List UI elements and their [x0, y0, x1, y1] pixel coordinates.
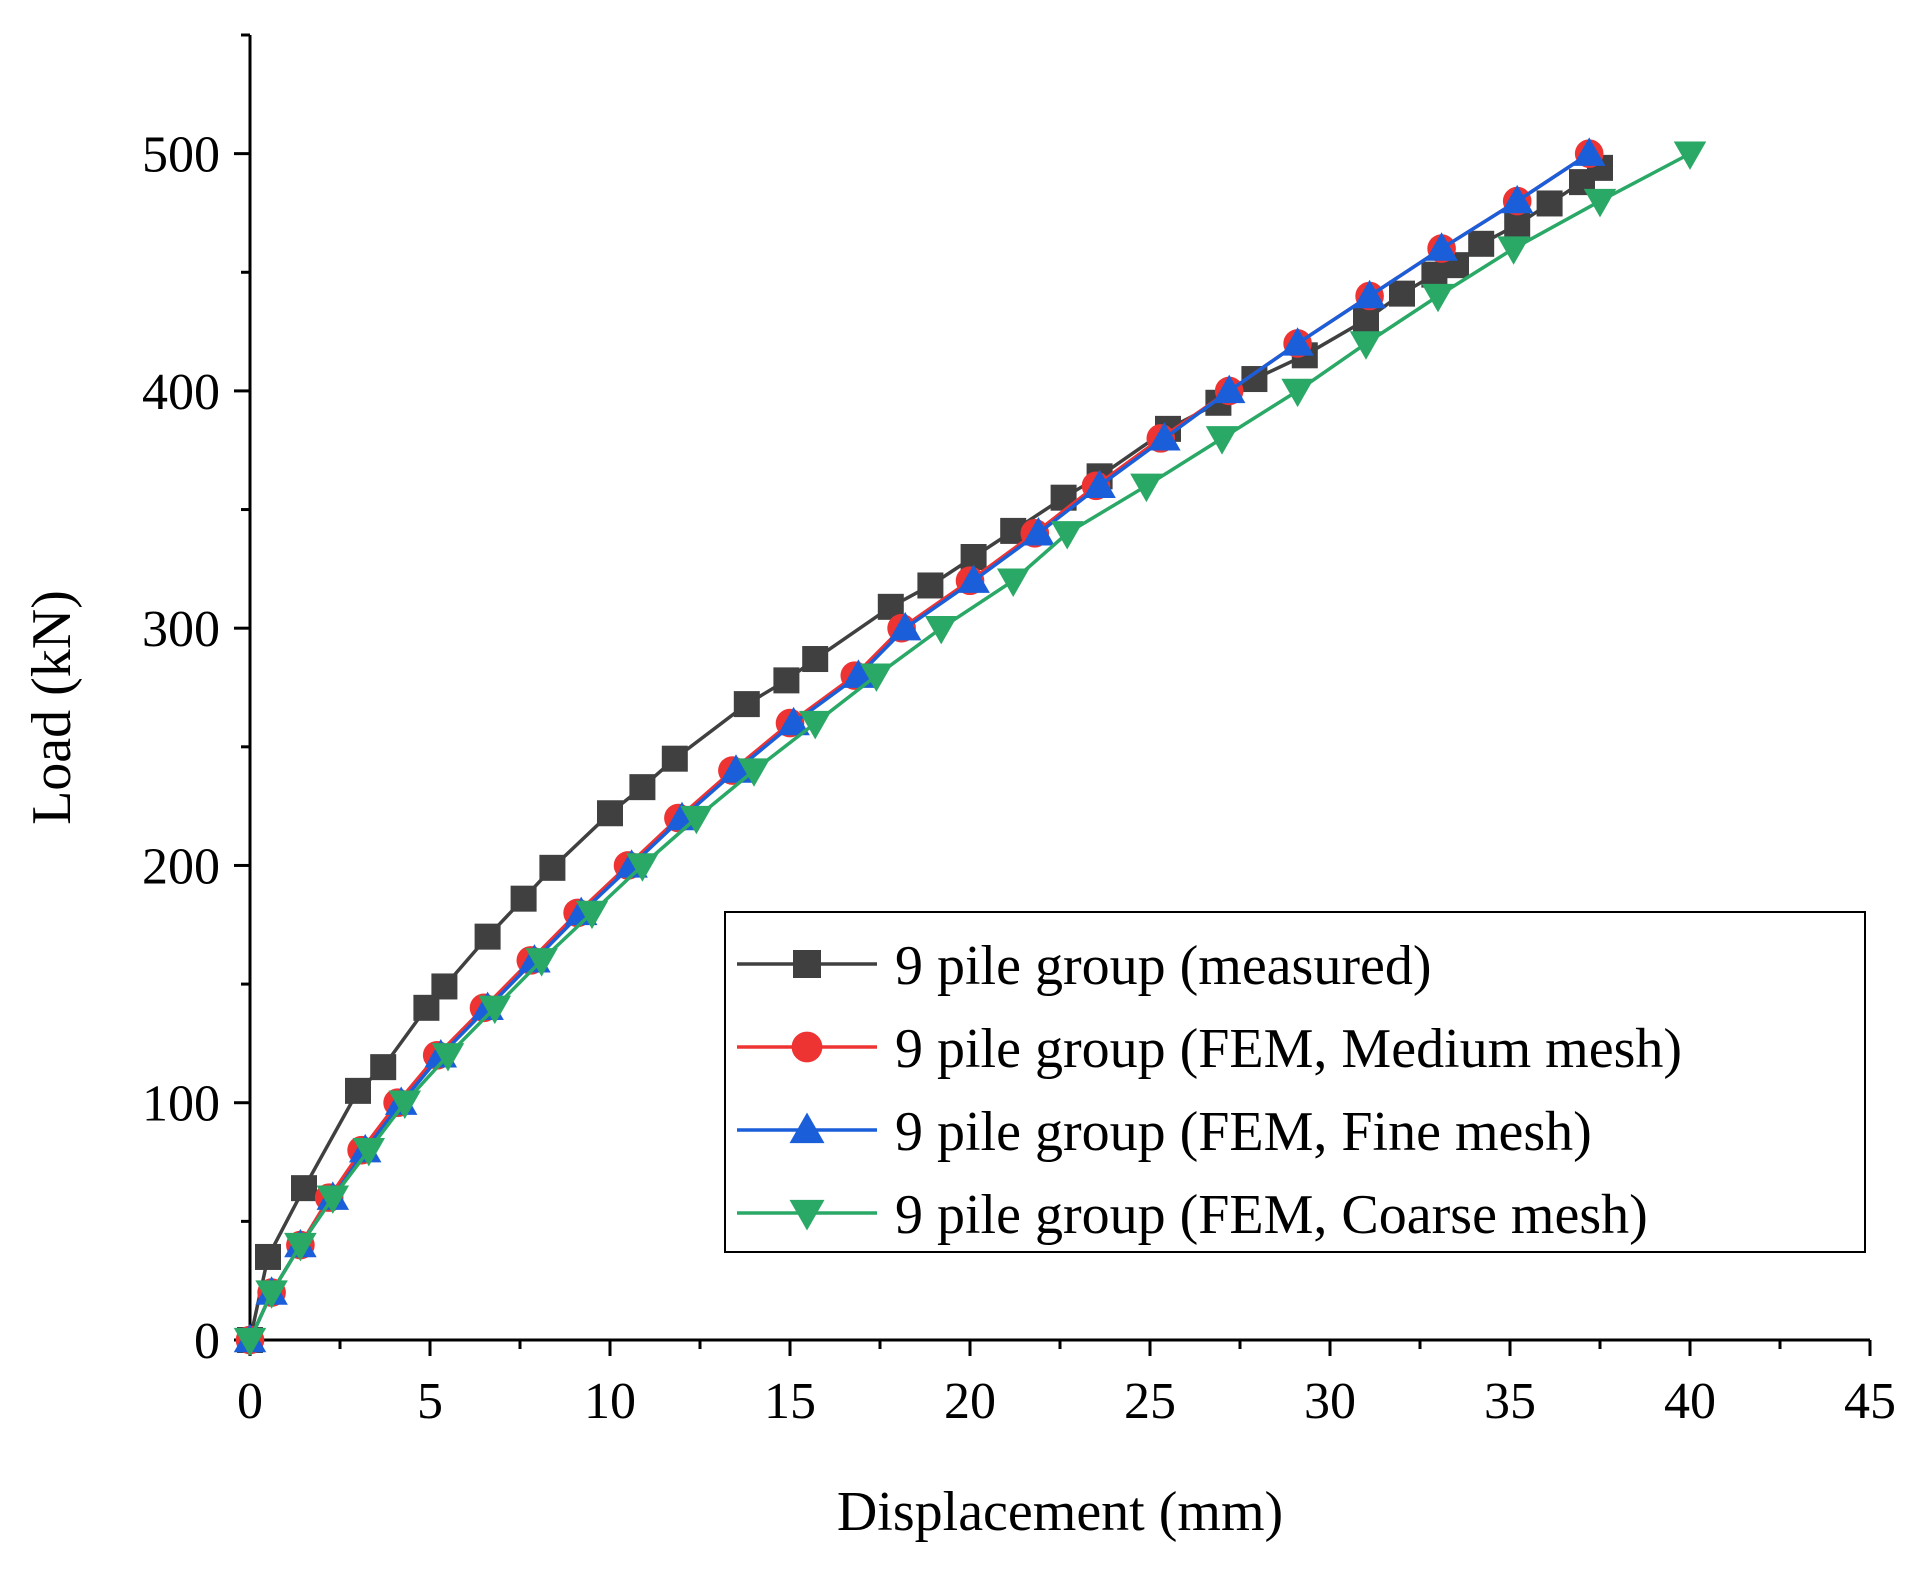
y-tick-label: 100	[142, 1076, 220, 1133]
legend-box	[724, 911, 1866, 1253]
legend-item: 9 pile group (FEM, Coarse mesh)	[737, 1184, 1648, 1246]
x-tick-label: 5	[417, 1373, 443, 1430]
y-tick-label: 300	[142, 601, 220, 658]
data-point	[996, 568, 1030, 597]
x-tick-label: 30	[1304, 1373, 1356, 1430]
data-point	[1500, 184, 1534, 214]
legend-label: 9 pile group (FEM, Fine mesh)	[895, 1101, 1592, 1163]
data-point	[1281, 378, 1314, 408]
data-point	[352, 1137, 386, 1167]
data-point	[957, 564, 990, 593]
data-point	[255, 1243, 281, 1270]
data-point	[431, 973, 458, 1000]
y-tick-label: 200	[142, 838, 220, 895]
data-point	[1673, 141, 1707, 170]
data-point	[575, 900, 609, 930]
data-point	[431, 1043, 465, 1072]
y-axis-title: Load (kN)	[21, 590, 83, 825]
x-tick-label: 45	[1844, 1373, 1896, 1430]
data-point	[1425, 232, 1458, 261]
data-point	[1205, 426, 1239, 455]
data-point	[661, 745, 688, 772]
data-point	[1212, 374, 1246, 404]
legend-label: 9 pile group (measured)	[895, 935, 1431, 997]
legend-label: 9 pile group (FEM, Coarse mesh)	[895, 1184, 1648, 1246]
data-point	[798, 710, 832, 740]
data-point	[626, 853, 659, 882]
x-tick-label: 20	[944, 1373, 996, 1430]
data-point	[345, 1077, 371, 1104]
x-tick-label: 0	[237, 1373, 263, 1430]
data-point	[737, 758, 771, 787]
legend-marker	[789, 1112, 825, 1144]
y-tick-label: 0	[194, 1313, 220, 1370]
data-point	[1281, 327, 1314, 356]
x-axis-title: Displacement (mm)	[837, 1481, 1283, 1543]
data-point	[860, 663, 893, 692]
legend: 9 pile group (measured) 9 pile group (FEM…	[724, 911, 1866, 1253]
data-point	[1083, 469, 1116, 499]
x-tick-label: 10	[584, 1373, 636, 1430]
data-point	[388, 1090, 422, 1119]
series-fem-coarse	[233, 141, 1707, 1357]
data-point	[917, 572, 944, 599]
data-point	[629, 774, 656, 801]
data-point	[777, 706, 810, 736]
data-point	[316, 1185, 350, 1214]
data-point	[1050, 521, 1084, 550]
data-point	[478, 995, 512, 1025]
legend-marker	[789, 1199, 825, 1231]
data-point	[1504, 211, 1531, 238]
data-point	[370, 1054, 397, 1081]
series-layer	[233, 137, 1707, 1357]
data-point	[233, 1327, 267, 1357]
data-point	[255, 1280, 288, 1309]
data-point	[1022, 517, 1055, 546]
y-tick-label: 400	[142, 364, 220, 421]
data-point	[1468, 230, 1495, 257]
legend-item: 9 pile group (FEM, Medium mesh)	[737, 1018, 1682, 1080]
data-point	[1572, 137, 1606, 166]
x-tick-label: 15	[764, 1373, 816, 1430]
x-tick-label: 40	[1664, 1373, 1716, 1430]
data-point	[719, 754, 753, 783]
data-point	[733, 691, 760, 718]
data-point	[1130, 473, 1163, 503]
data-point	[888, 611, 922, 641]
data-point	[1421, 283, 1455, 313]
data-point	[1536, 190, 1563, 217]
legend-item: 9 pile group (FEM, Fine mesh)	[737, 1101, 1592, 1163]
data-point	[1353, 306, 1379, 333]
x-tick-label: 35	[1484, 1373, 1536, 1430]
data-point	[924, 615, 958, 645]
data-point	[474, 923, 501, 950]
data-point	[1349, 331, 1383, 360]
data-point	[1389, 280, 1415, 307]
y-tick-label: 500	[142, 127, 220, 184]
legend-label: 9 pile group (FEM, Medium mesh)	[895, 1018, 1682, 1080]
data-point	[773, 667, 800, 694]
data-point	[597, 800, 623, 827]
data-point	[1353, 279, 1386, 309]
data-point	[525, 948, 558, 977]
data-point	[842, 659, 875, 688]
data-point	[284, 1232, 317, 1262]
data-point	[1148, 422, 1181, 451]
data-point	[291, 1175, 317, 1202]
legend-marker	[791, 1031, 823, 1063]
data-point	[510, 885, 537, 912]
data-point	[802, 646, 829, 673]
x-tick-label: 25	[1124, 1373, 1176, 1430]
axes: 0 5 10 15 20 25 30 35 40 45 0 100 200 300 400 500	[142, 33, 1896, 1430]
data-point	[539, 854, 566, 881]
data-point	[680, 805, 713, 835]
data-point	[1583, 188, 1617, 218]
legend-marker	[793, 950, 821, 978]
data-point	[1497, 236, 1530, 265]
legend-item: 9 pile group (measured)	[737, 935, 1431, 997]
